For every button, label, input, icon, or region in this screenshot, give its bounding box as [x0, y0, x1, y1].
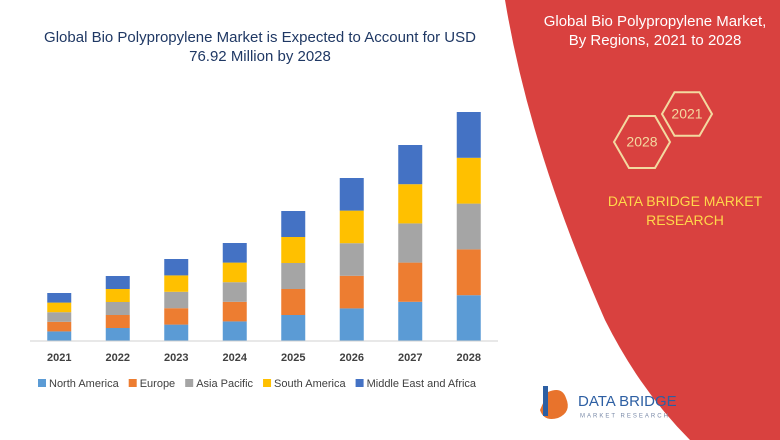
legend-label: Middle East and Africa [367, 378, 477, 390]
legend-swatch [128, 379, 137, 387]
brand: DATA BRIDGE MARKET RESEARCH [607, 193, 763, 228]
legend-swatch [185, 379, 194, 387]
bar-segment [281, 315, 306, 341]
bar-segment [164, 291, 189, 309]
bar-segment [222, 282, 247, 302]
badge-label: 2028 [626, 134, 657, 150]
bar-segment [164, 308, 189, 325]
legend-swatch [355, 379, 364, 387]
bar-segment [164, 275, 189, 292]
bar-segment [105, 328, 130, 341]
bar-segment [398, 262, 423, 302]
bar-segment [398, 184, 423, 224]
bar-segment [281, 237, 306, 263]
bar-segment [105, 315, 130, 328]
bar-segment [398, 223, 423, 263]
bar-segment [339, 178, 364, 211]
x-tick-label: 2028 [457, 352, 481, 364]
x-tick-label: 2026 [340, 352, 364, 364]
chart-title: Global Bio Polypropylene Market is Expec… [44, 29, 476, 65]
x-tick-label: 2023 [164, 352, 188, 364]
legend-label: North America [49, 378, 120, 390]
x-tick-label: 2027 [398, 352, 422, 364]
bar-segment [456, 249, 481, 296]
legend-swatch [38, 379, 46, 387]
panel-title: Global Bio Polypropylene Market, By Regi… [543, 13, 767, 49]
bar-segment [47, 331, 72, 341]
x-tick-label: 2024 [223, 352, 248, 364]
bar-segment [339, 308, 364, 341]
legend-label: South America [274, 378, 346, 390]
bar-segment [105, 302, 130, 315]
bar-segment [398, 145, 423, 185]
bar-segment [47, 312, 72, 322]
legend-label: Asia Pacific [196, 378, 253, 390]
bar-segment [339, 275, 364, 309]
bar-segment [456, 295, 481, 341]
bar-segment [339, 210, 364, 244]
bar-segment [105, 276, 130, 289]
logo-tagline: MARKET RESEARCH [580, 414, 670, 420]
logo-mark [543, 386, 548, 416]
badge-hexagon [660, 91, 714, 137]
side-panel [505, 0, 780, 440]
legend-label: Europe [140, 378, 175, 390]
bar-segment [281, 289, 306, 315]
bar-segment [222, 243, 247, 263]
bar-segment [456, 203, 481, 250]
x-tick-label: 2025 [281, 352, 305, 364]
bar-segment [47, 321, 72, 332]
bar-segment [281, 263, 306, 289]
bar-segment [222, 301, 247, 322]
bar-segment [164, 324, 189, 341]
bar-segment [222, 262, 247, 283]
x-tick-label: 2021 [47, 352, 71, 364]
x-tick-label: 2022 [106, 352, 130, 364]
bar-segment [47, 293, 72, 303]
bar-segment [456, 157, 481, 204]
bar-segment [339, 243, 364, 276]
legend-swatch [263, 379, 272, 387]
badge-label: 2021 [671, 106, 702, 122]
bar-segment [398, 301, 423, 341]
bar-segment [164, 259, 189, 276]
bar-segment [47, 302, 72, 313]
logo-name: DATA BRIDGE [578, 393, 677, 410]
bar-segment [105, 289, 130, 302]
bar-segment [281, 211, 306, 237]
badge-hexagon [612, 115, 672, 169]
bar-segment [456, 112, 481, 158]
bar-segment [222, 321, 247, 341]
